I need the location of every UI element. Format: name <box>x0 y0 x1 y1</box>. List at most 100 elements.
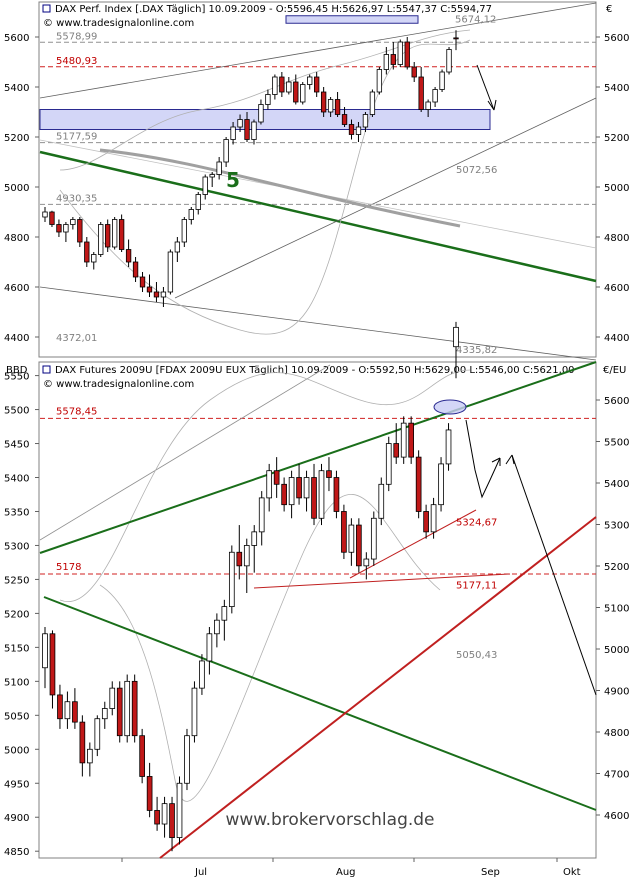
candle-down <box>105 224 111 248</box>
forecast-down-line <box>511 454 597 696</box>
candle-down <box>453 37 459 40</box>
candle-up <box>181 219 187 243</box>
candle-up <box>425 101 431 110</box>
panel-bottom-source: © www.tradesignalonline.com <box>43 379 194 390</box>
ytick-label-right: 4600 <box>604 811 629 822</box>
candle-up <box>161 803 168 825</box>
ytick-label-left: 5200 <box>4 133 29 144</box>
ytick-label-right: 5200 <box>604 562 629 573</box>
candle-up <box>376 69 383 93</box>
candle-up <box>184 735 190 784</box>
candle-down <box>293 81 299 103</box>
bottom-drawings: 5578,45 5178 5177,11 5324,67 5050,43 <box>39 361 597 859</box>
candle-down <box>348 124 355 135</box>
candle-down <box>333 477 340 512</box>
candle-down <box>393 443 400 458</box>
ytick-label-right: 5000 <box>604 183 629 194</box>
arrow-head <box>505 454 515 465</box>
ytick-label-left: 5350 <box>4 507 29 518</box>
candle-down <box>79 721 86 764</box>
annotation-5050: 5050,43 <box>456 650 497 661</box>
candle-up <box>174 241 181 253</box>
red-wedge-lower <box>253 573 511 589</box>
ytick-label-right: 5300 <box>604 521 629 532</box>
candle-up <box>288 477 295 506</box>
green-upper-trendline <box>39 361 597 554</box>
panel-bottom-left-unit: BBD <box>6 365 28 376</box>
candle-up <box>369 91 376 115</box>
moving-average <box>99 148 461 228</box>
candle-up <box>209 174 215 178</box>
ytick-label-left: 5150 <box>4 643 29 654</box>
bollinger-upper <box>59 369 471 603</box>
candle-up <box>216 161 222 175</box>
candle-up <box>300 84 306 103</box>
candle-down <box>84 241 90 263</box>
bollinger-lower <box>99 494 441 802</box>
candle-up <box>223 139 229 163</box>
ytick-label-right: 5500 <box>604 438 629 449</box>
ytick-label-right: 4800 <box>604 233 629 244</box>
candle-down <box>49 211 55 225</box>
candle-up <box>251 121 257 140</box>
candle-up <box>445 429 452 465</box>
candle-up <box>63 224 69 233</box>
arrow-head <box>487 99 497 111</box>
candle-down <box>154 810 160 825</box>
ytick-label-right: 4700 <box>604 770 629 781</box>
candle-up <box>446 49 452 73</box>
bottom-axis: 4850 4900 4950 5000 5050 5100 5150 5200 5250 5300… <box>4 372 629 878</box>
candle-down <box>131 680 138 737</box>
candle-down <box>72 701 78 723</box>
ytick-label-right: 4800 <box>604 728 629 739</box>
candle-down <box>411 66 417 78</box>
candle-up <box>385 443 392 485</box>
candle-down <box>116 687 123 737</box>
candle-up <box>124 680 131 737</box>
ytick-label-right: 5600 <box>604 33 629 44</box>
candle-up <box>228 551 235 608</box>
ytick-label-left: 5250 <box>4 575 29 586</box>
xtick-label: Jul <box>194 867 207 878</box>
forecast-path <box>465 419 501 499</box>
candle-down <box>77 219 83 243</box>
ytick-label-right: 4600 <box>604 283 629 294</box>
candle-up <box>188 209 194 220</box>
candle-up <box>176 782 183 839</box>
level-label: 5177,11 <box>456 581 497 592</box>
series-icon-bottom <box>42 365 51 374</box>
candle-up <box>303 477 310 499</box>
candle-down <box>146 776 153 811</box>
candle-down <box>146 286 153 293</box>
candle-up <box>439 71 445 90</box>
ytick-label-left: 4400 <box>4 333 29 344</box>
candle-up <box>195 194 201 210</box>
ytick-label-right: 4400 <box>604 333 629 344</box>
annotation-high: 5674,12 <box>455 14 496 25</box>
candle-up <box>272 76 278 95</box>
candle-down <box>326 470 332 478</box>
xtick-label: Okt <box>563 867 581 878</box>
candle-down <box>139 735 145 777</box>
rising-trendline <box>174 97 597 299</box>
candle-up <box>266 470 273 499</box>
candle-down <box>311 477 317 519</box>
candle-down <box>418 76 424 110</box>
candle-up <box>265 94 271 105</box>
green-trendline <box>39 150 597 283</box>
ytick-label-left: 5600 <box>4 33 29 44</box>
level-label: 5480,93 <box>56 56 97 67</box>
annotation-5072: 5072,56 <box>456 165 497 176</box>
ytick-label-left: 4850 <box>4 847 29 858</box>
xtick-label: Aug <box>336 867 356 878</box>
candle-down <box>153 291 160 298</box>
candle-up <box>258 104 264 123</box>
panel-bottom-frame <box>38 361 597 859</box>
series-icon-top <box>42 4 51 13</box>
candle-down <box>49 633 56 696</box>
candle-up <box>167 251 174 293</box>
candle-up <box>87 748 93 764</box>
candle-down <box>404 41 410 68</box>
ytick-label-left: 5400 <box>4 474 29 485</box>
